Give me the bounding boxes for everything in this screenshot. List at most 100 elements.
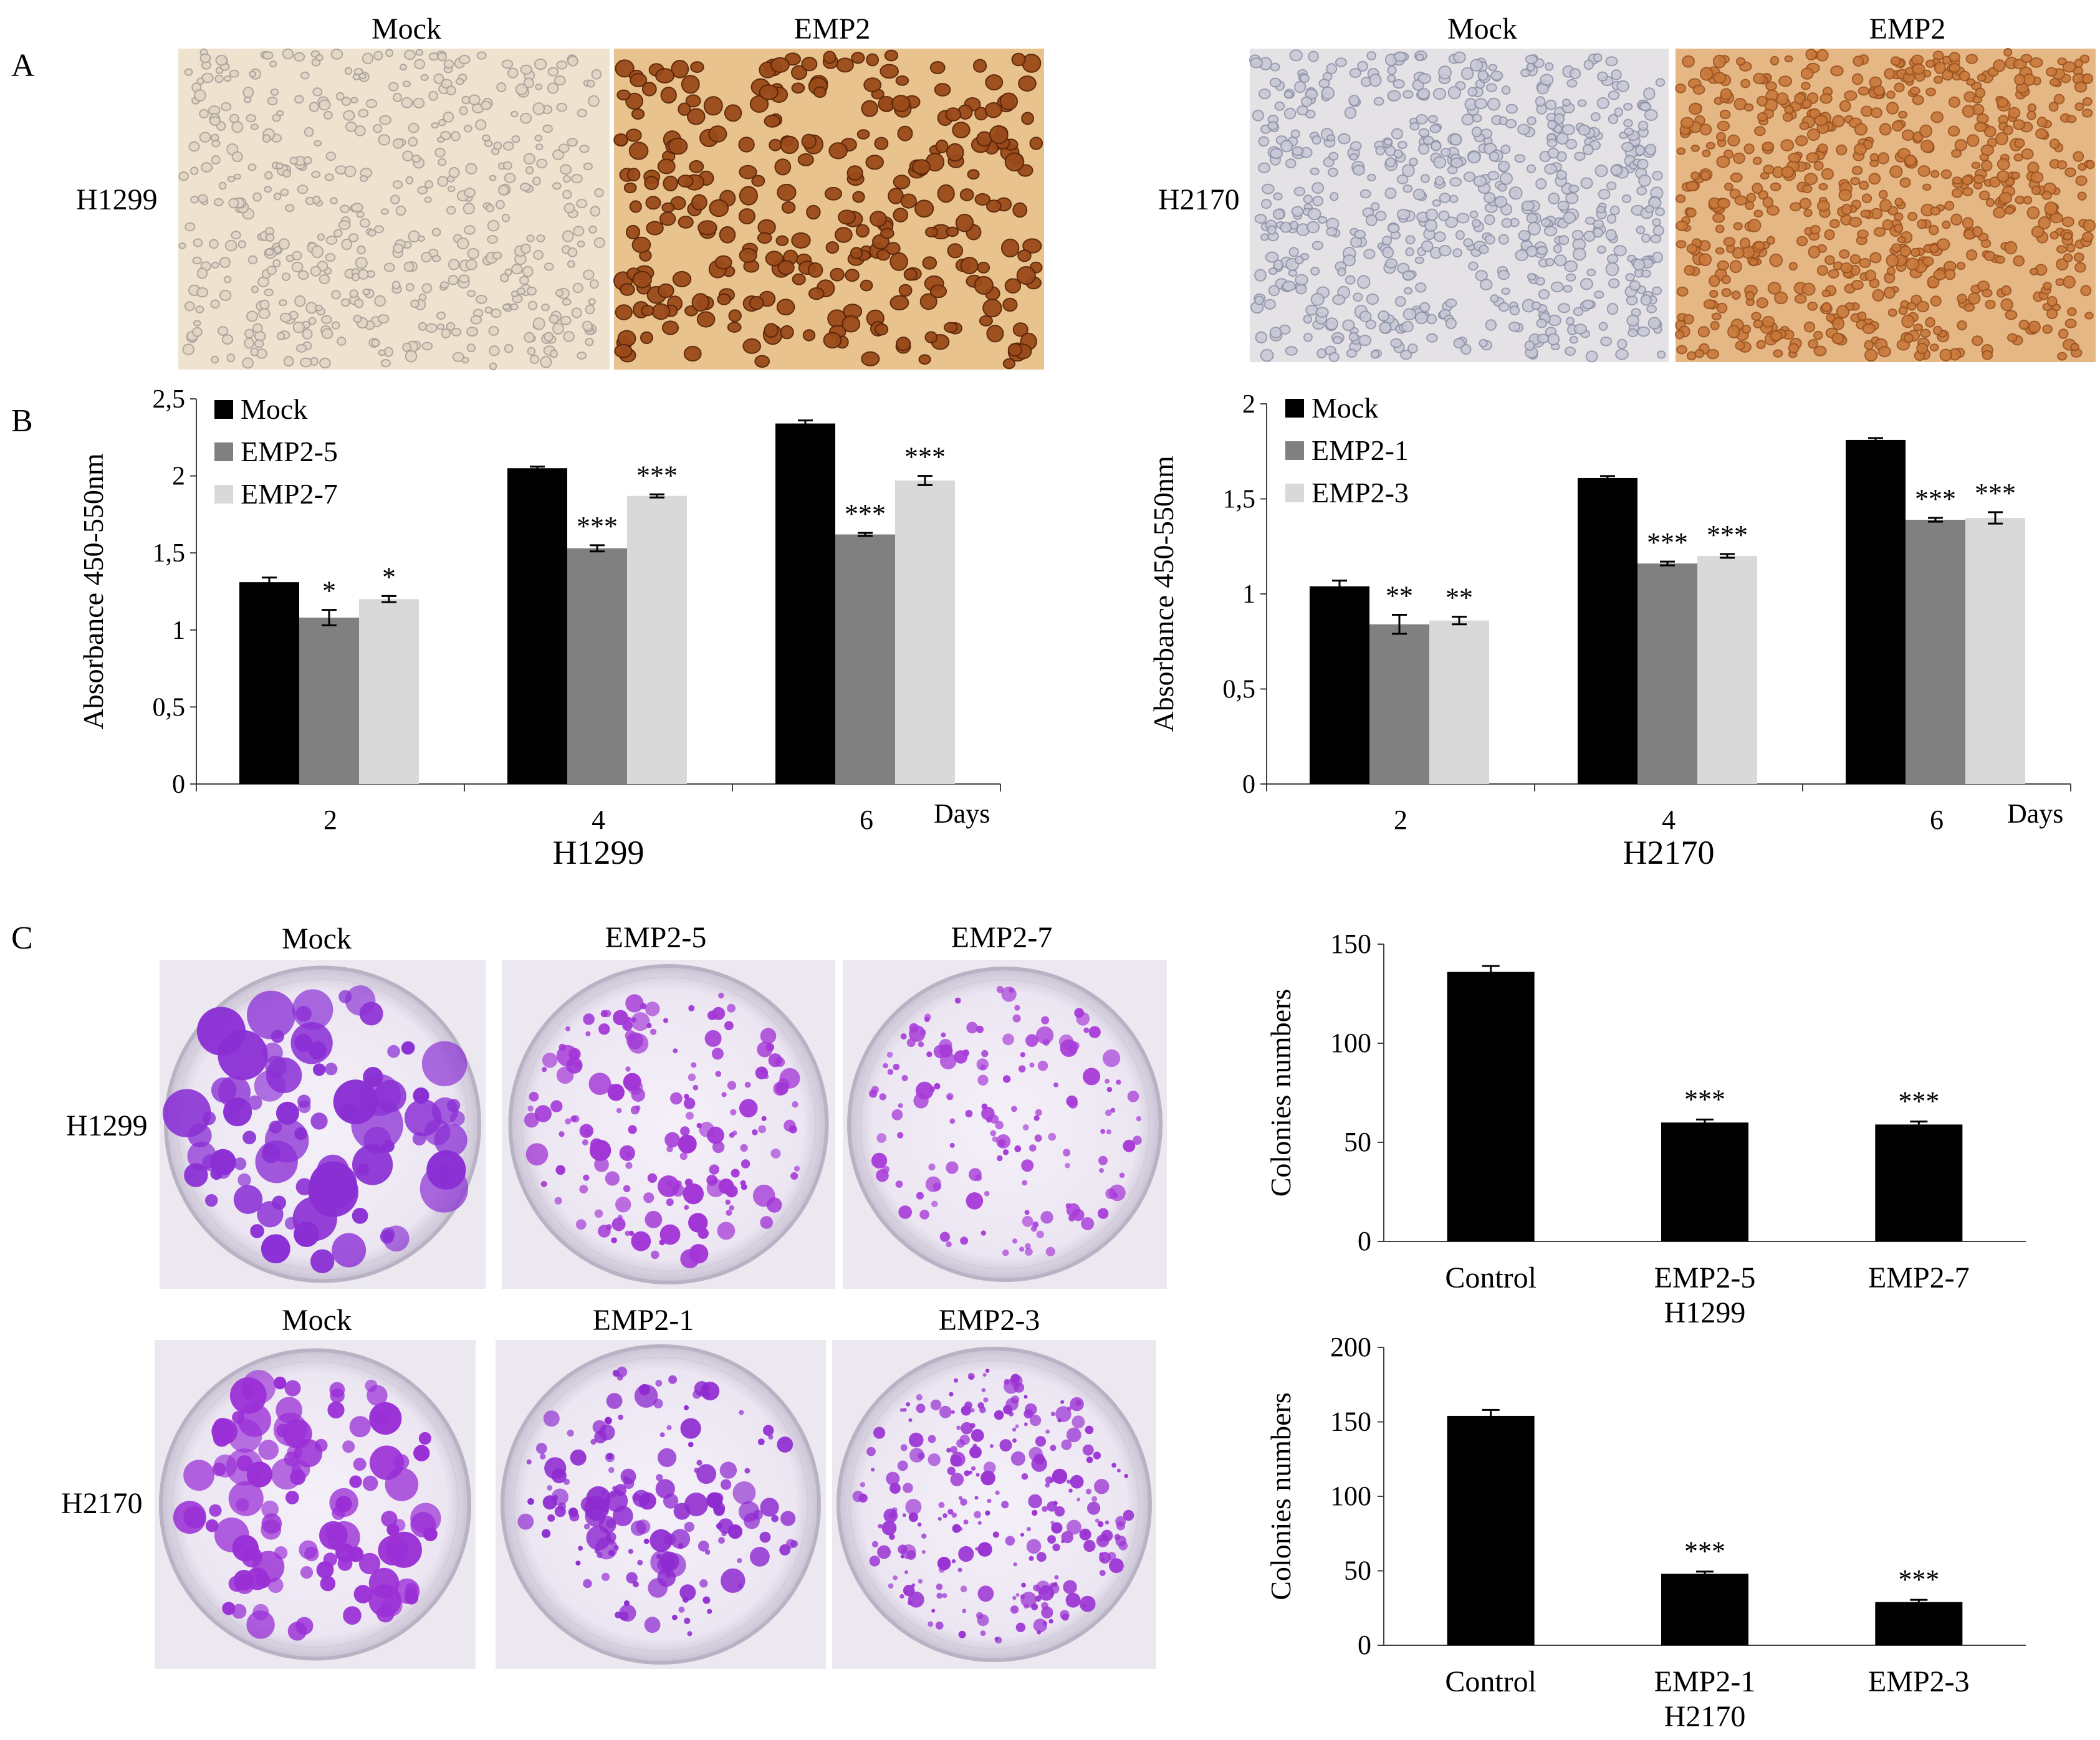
cell-nucleus: [1608, 113, 1619, 125]
cell-nucleus: [802, 329, 816, 342]
cell-nucleus: [341, 97, 352, 106]
cell-nucleus: [1535, 178, 1547, 189]
cell-nucleus: [1989, 176, 2001, 188]
colony: [300, 1566, 314, 1579]
cell-nucleus: [1886, 266, 1896, 276]
colony: [655, 1380, 663, 1387]
cell-nucleus: [1753, 72, 1766, 85]
cell-nucleus: [838, 209, 856, 225]
legend-swatch: [214, 442, 233, 461]
cell-nucleus: [1563, 211, 1576, 224]
cell-nucleus: [1463, 238, 1474, 247]
cell-nucleus: [1917, 219, 1927, 229]
cell-nucleus: [1267, 225, 1277, 235]
cell-nucleus: [1383, 138, 1393, 146]
colony: [254, 1070, 285, 1102]
cell-nucleus: [646, 221, 664, 236]
colony: [264, 1118, 309, 1163]
cell-nucleus: [468, 94, 481, 105]
colony: [274, 1376, 287, 1390]
cell-nucleus: [1934, 75, 1944, 84]
cell-nucleus: [1828, 269, 1839, 279]
cell-nucleus: [952, 122, 971, 139]
cell-nucleus: [852, 191, 865, 203]
cell-nucleus: [421, 342, 433, 351]
cell-nucleus: [1871, 107, 1882, 118]
colony: [1124, 1473, 1128, 1478]
cell-nucleus: [1813, 330, 1823, 340]
colony: [858, 1493, 868, 1503]
cell-nucleus: [1967, 134, 1980, 147]
cell-nucleus: [668, 137, 688, 155]
cell-nucleus: [751, 174, 765, 187]
colony: [971, 1428, 984, 1442]
cell-nucleus: [1951, 188, 1963, 198]
colony: [330, 1388, 345, 1403]
cell-nucleus: [1558, 235, 1570, 246]
colony: [727, 1003, 736, 1013]
cell-nucleus: [1951, 149, 1962, 158]
colony: [1014, 1005, 1020, 1011]
cell-nucleus: [1536, 318, 1548, 328]
colony: [744, 1513, 760, 1529]
colony: [563, 1478, 570, 1485]
cell-nucleus: [1357, 275, 1371, 289]
colony: [956, 1439, 965, 1448]
cell-nucleus: [1563, 285, 1573, 293]
cell-nucleus: [1839, 249, 1850, 259]
colony: [1067, 1479, 1071, 1484]
cell-nucleus: [2050, 231, 2059, 240]
colony: [947, 1509, 954, 1515]
cell-nucleus: [534, 135, 543, 142]
cell-nucleus: [1326, 134, 1336, 141]
cell-nucleus: [289, 156, 299, 165]
cell-nucleus: [196, 77, 204, 85]
cell-nucleus: [828, 142, 848, 160]
colony: [900, 1444, 908, 1451]
cell-nucleus: [1432, 87, 1447, 100]
colony: [688, 1441, 694, 1448]
cell-nucleus: [1249, 57, 1263, 69]
cell-nucleus: [300, 71, 310, 80]
cell-nucleus: [1421, 240, 1434, 252]
cell-nucleus: [889, 252, 908, 271]
cell-nucleus: [717, 293, 731, 305]
cell-nucleus: [2045, 67, 2058, 77]
cell-nucleus: [955, 214, 974, 232]
colony: [906, 1402, 910, 1407]
petri-dish-rim: [859, 978, 1151, 1270]
cell-nucleus: [1752, 183, 1763, 194]
cell-nucleus: [1640, 294, 1652, 306]
cell-nucleus: [1433, 156, 1447, 169]
cell-nucleus: [1646, 305, 1657, 313]
cell-nucleus: [631, 236, 651, 254]
colony: [994, 1637, 999, 1642]
y-tick-label: 2: [172, 462, 185, 491]
cell-nucleus: [291, 262, 304, 272]
colony: [1098, 1208, 1109, 1219]
cell-nucleus: [1565, 138, 1578, 150]
cell-nucleus: [1571, 229, 1584, 241]
cell-nucleus: [1012, 322, 1028, 337]
colony: [924, 1016, 930, 1022]
cell-nucleus: [2035, 128, 2048, 140]
x-tick-label: 2: [1394, 805, 1407, 835]
cell-nucleus: [1252, 110, 1264, 122]
cell-nucleus: [1933, 325, 1943, 336]
cell-nucleus: [687, 108, 706, 125]
colony: [631, 1012, 650, 1031]
cell-nucleus: [252, 192, 262, 202]
colony: [1049, 1477, 1055, 1483]
colony: [1024, 1422, 1028, 1427]
cell-nucleus: [1641, 233, 1651, 243]
colony: [995, 1121, 1004, 1130]
cell-nucleus: [893, 174, 911, 189]
plate-header-h2170-mock: Mock: [282, 1304, 352, 1337]
significance-label: ***: [577, 511, 618, 542]
colony: [218, 1076, 251, 1109]
colony: [632, 1489, 650, 1508]
cell-nucleus: [1432, 199, 1441, 207]
cell-nucleus: [903, 268, 918, 281]
cell-nucleus: [1788, 343, 1800, 354]
cell-nucleus: [417, 186, 428, 194]
